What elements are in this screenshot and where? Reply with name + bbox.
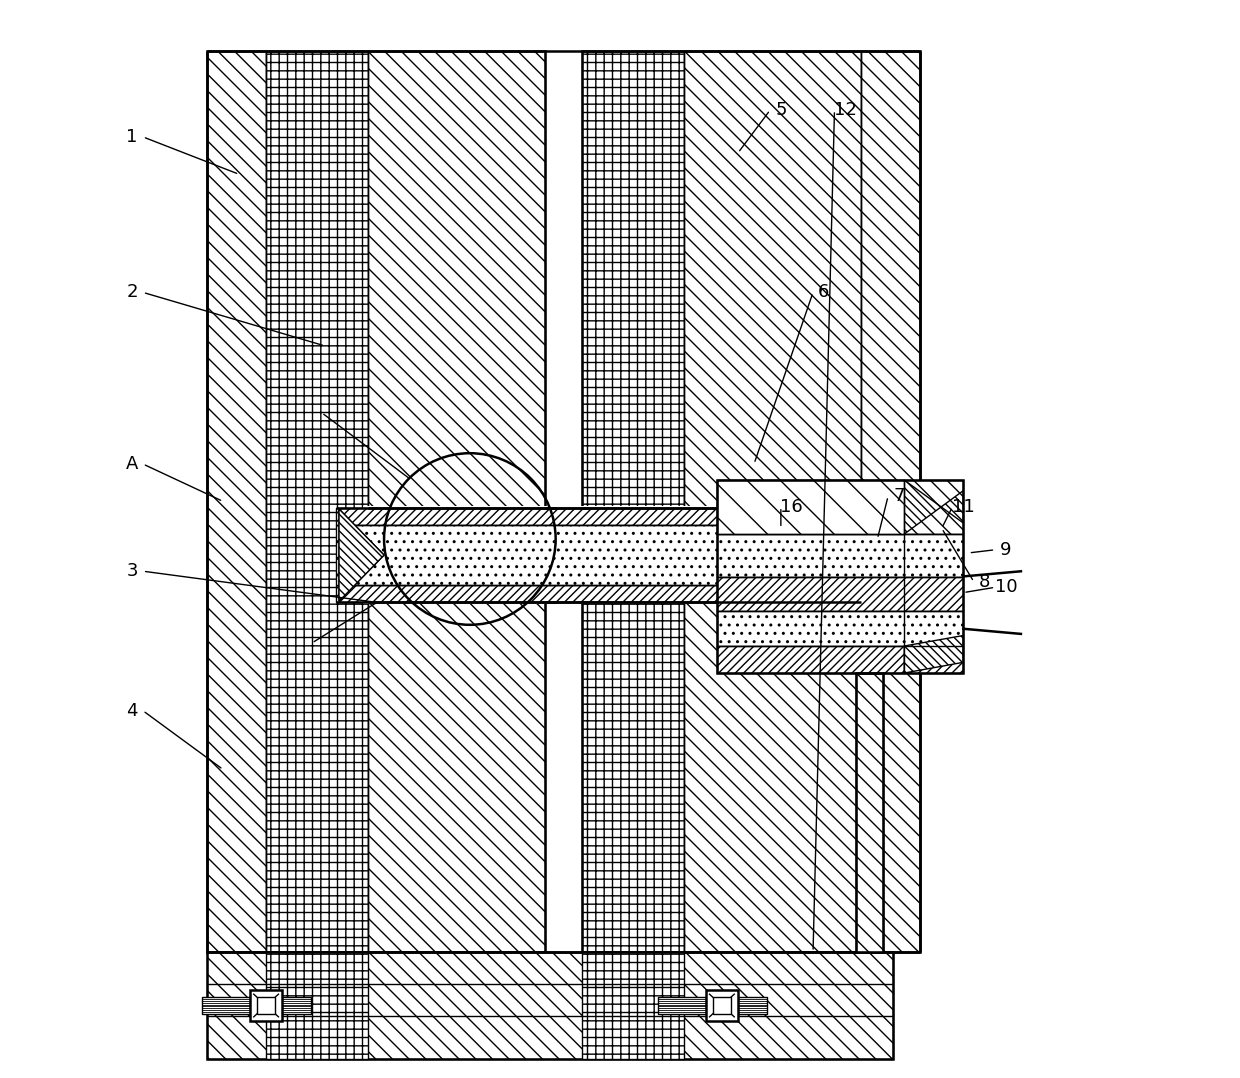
Bar <box>368 51 544 952</box>
Bar <box>202 997 250 1013</box>
Text: 8: 8 <box>978 572 991 591</box>
Bar <box>738 997 766 1013</box>
Bar <box>717 646 963 673</box>
Text: A: A <box>125 455 138 473</box>
Polygon shape <box>339 509 384 602</box>
Bar <box>856 673 883 952</box>
Text: 10: 10 <box>994 578 1017 596</box>
Bar <box>856 673 883 952</box>
Text: 12: 12 <box>833 101 857 119</box>
Bar <box>250 991 283 1021</box>
Bar <box>684 51 862 952</box>
Bar <box>717 577 963 611</box>
Text: 6: 6 <box>818 284 830 302</box>
Polygon shape <box>904 636 963 673</box>
Bar <box>717 611 963 646</box>
Bar <box>717 480 963 534</box>
Text: 1: 1 <box>126 128 138 146</box>
Bar <box>283 997 311 1013</box>
Text: 11: 11 <box>952 498 975 516</box>
Bar <box>207 51 544 952</box>
Bar <box>706 991 738 1021</box>
Bar <box>583 952 684 1060</box>
Bar <box>336 525 894 585</box>
Text: 3: 3 <box>126 562 138 580</box>
Bar <box>713 997 730 1013</box>
Text: 9: 9 <box>1001 541 1012 558</box>
Bar <box>257 997 275 1013</box>
Bar <box>580 506 863 605</box>
Bar <box>336 508 894 525</box>
Bar <box>267 51 368 952</box>
Bar <box>543 506 584 605</box>
Bar <box>717 534 963 577</box>
Bar <box>717 480 904 534</box>
Bar <box>207 51 267 952</box>
Text: 2: 2 <box>126 284 138 302</box>
Text: 4: 4 <box>126 702 138 720</box>
Bar <box>207 952 894 1060</box>
Text: 7: 7 <box>893 487 905 506</box>
Bar <box>362 506 556 605</box>
Bar <box>336 585 894 603</box>
Polygon shape <box>904 480 963 534</box>
Polygon shape <box>339 509 384 602</box>
Bar <box>583 51 920 952</box>
Bar <box>657 997 706 1013</box>
Bar <box>862 51 920 952</box>
Bar <box>583 51 684 952</box>
Text: 16: 16 <box>780 498 804 516</box>
Bar <box>717 480 963 673</box>
Bar <box>856 673 883 952</box>
Bar <box>267 952 368 1060</box>
Bar <box>207 952 894 1060</box>
Text: 5: 5 <box>775 101 786 119</box>
